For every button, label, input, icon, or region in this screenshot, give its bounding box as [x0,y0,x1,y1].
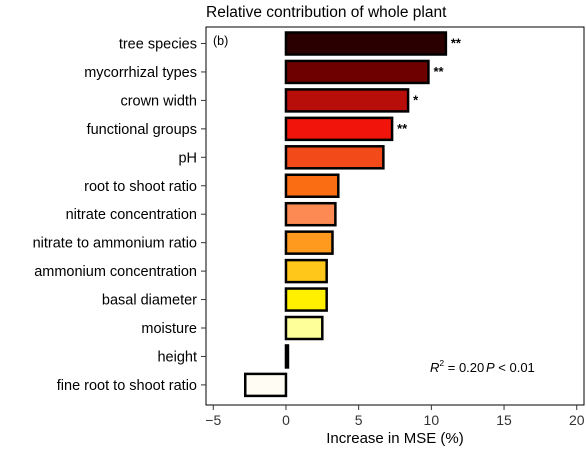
bar-crown-width [284,88,410,113]
r-squared-annotation: R2 = 0.20 [430,358,484,375]
bar-moisture [284,315,324,341]
x-axis-ticks: −5 0 5 10 15 20 [205,405,585,428]
bar-nitrate-concentration [284,201,337,227]
bar-basal-diameter [284,287,328,312]
x-tick-label: 10 [424,412,440,428]
bar-fine-root-to-shoot-ratio [244,372,288,398]
r-value: = 0.20 [444,360,484,375]
x-tick-label: 5 [355,412,363,428]
category-label: tree species [119,37,197,53]
category-label: crown width [120,93,197,109]
category-label: ammonium concentration [34,264,197,280]
p-value: < 0.01 [495,360,535,375]
category-label: root to shoot ratio [84,179,197,195]
x-tick-label: 20 [569,412,585,428]
p-symbol: P [486,360,495,375]
bar-functional-groups [284,116,394,142]
category-label: nitrate concentration [66,207,197,223]
x-axis-label: Increase in MSE (%) [326,430,464,447]
x-tick-label: 0 [282,412,290,428]
significance-label: ** [433,64,444,79]
category-label: nitrate to ammonium ratio [33,236,197,252]
significance-label: ** [397,121,408,136]
category-label: functional groups [87,122,197,138]
r-superscript: 2 [439,358,444,368]
significance-label: ** [451,36,462,51]
bar-mycorrhizal-types [284,59,430,85]
bar-height [284,344,290,369]
bar-ammonium-concentration [284,258,328,284]
category-label: pH [178,150,197,166]
bar-tree-species [284,31,448,56]
significance-label: * [413,92,419,107]
category-label: fine root to shoot ratio [57,378,197,394]
chart-title: Relative contribution of whole plant [206,4,447,21]
category-label: mycorrhizal types [84,65,197,81]
plot-area-frame [205,26,585,406]
category-label: moisture [141,321,197,337]
bar-nitrate-to-ammonium-ratio [284,230,334,255]
bar-root-to-shoot-ratio [284,173,340,198]
category-label: height [157,349,197,365]
r-symbol: R [430,360,439,375]
category-labels: tree species mycorrhizal types crown width… [33,37,206,394]
bars-layer: ******* [244,31,462,398]
x-tick-label: 15 [496,412,512,428]
p-value-annotation: P < 0.01 [486,360,535,375]
bar-pH [284,145,385,170]
category-label: basal diameter [102,293,197,309]
panel-tag: (b) [213,34,228,48]
x-tick-label: −5 [205,412,221,428]
